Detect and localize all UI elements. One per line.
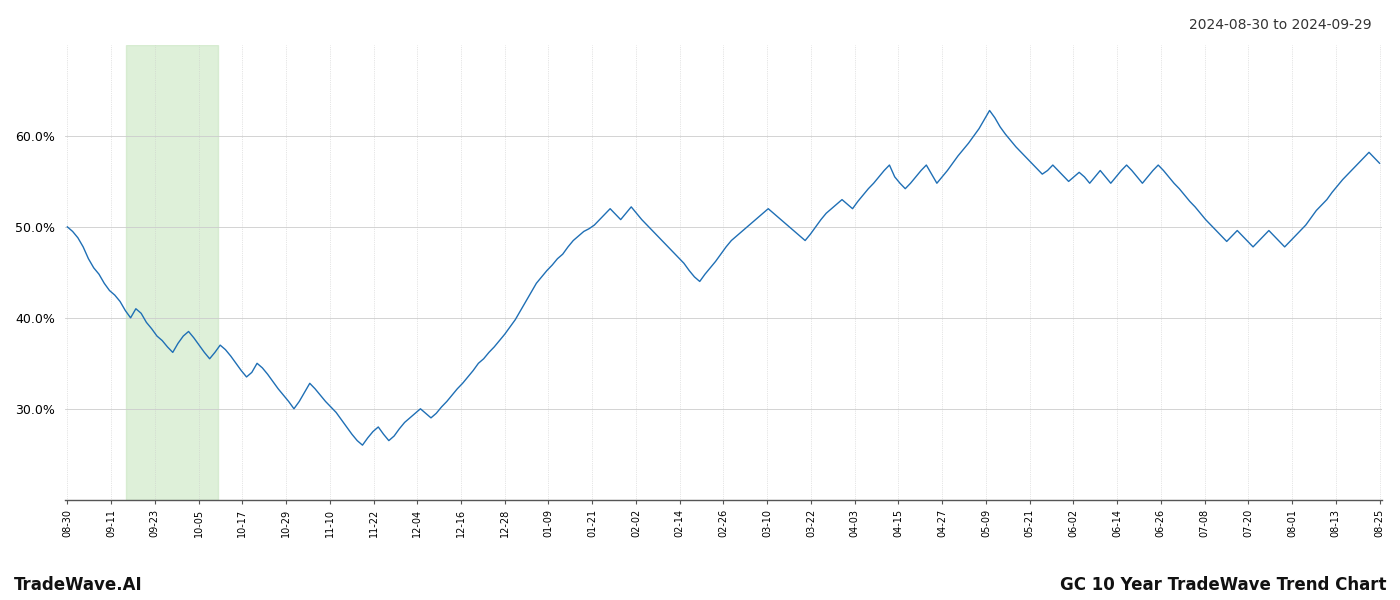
Text: GC 10 Year TradeWave Trend Chart: GC 10 Year TradeWave Trend Chart: [1060, 576, 1386, 594]
Text: 2024-08-30 to 2024-09-29: 2024-08-30 to 2024-09-29: [1190, 18, 1372, 32]
Bar: [126, 45, 218, 500]
Text: TradeWave.AI: TradeWave.AI: [14, 576, 143, 594]
